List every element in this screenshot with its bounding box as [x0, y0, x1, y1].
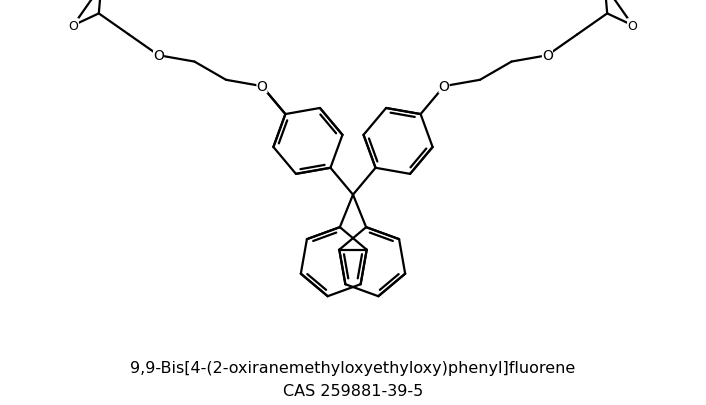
- Text: O: O: [542, 49, 553, 63]
- Text: O: O: [68, 20, 78, 33]
- Text: 9,9-Bis[4-(2-oxiranemethyloxyethyloxy)phenyl]fluorene: 9,9-Bis[4-(2-oxiranemethyloxyethyloxy)ph…: [131, 360, 575, 375]
- Text: O: O: [628, 20, 638, 33]
- Text: O: O: [438, 80, 450, 94]
- Text: O: O: [153, 49, 164, 63]
- Text: CAS 259881-39-5: CAS 259881-39-5: [283, 384, 423, 399]
- Text: O: O: [256, 80, 268, 94]
